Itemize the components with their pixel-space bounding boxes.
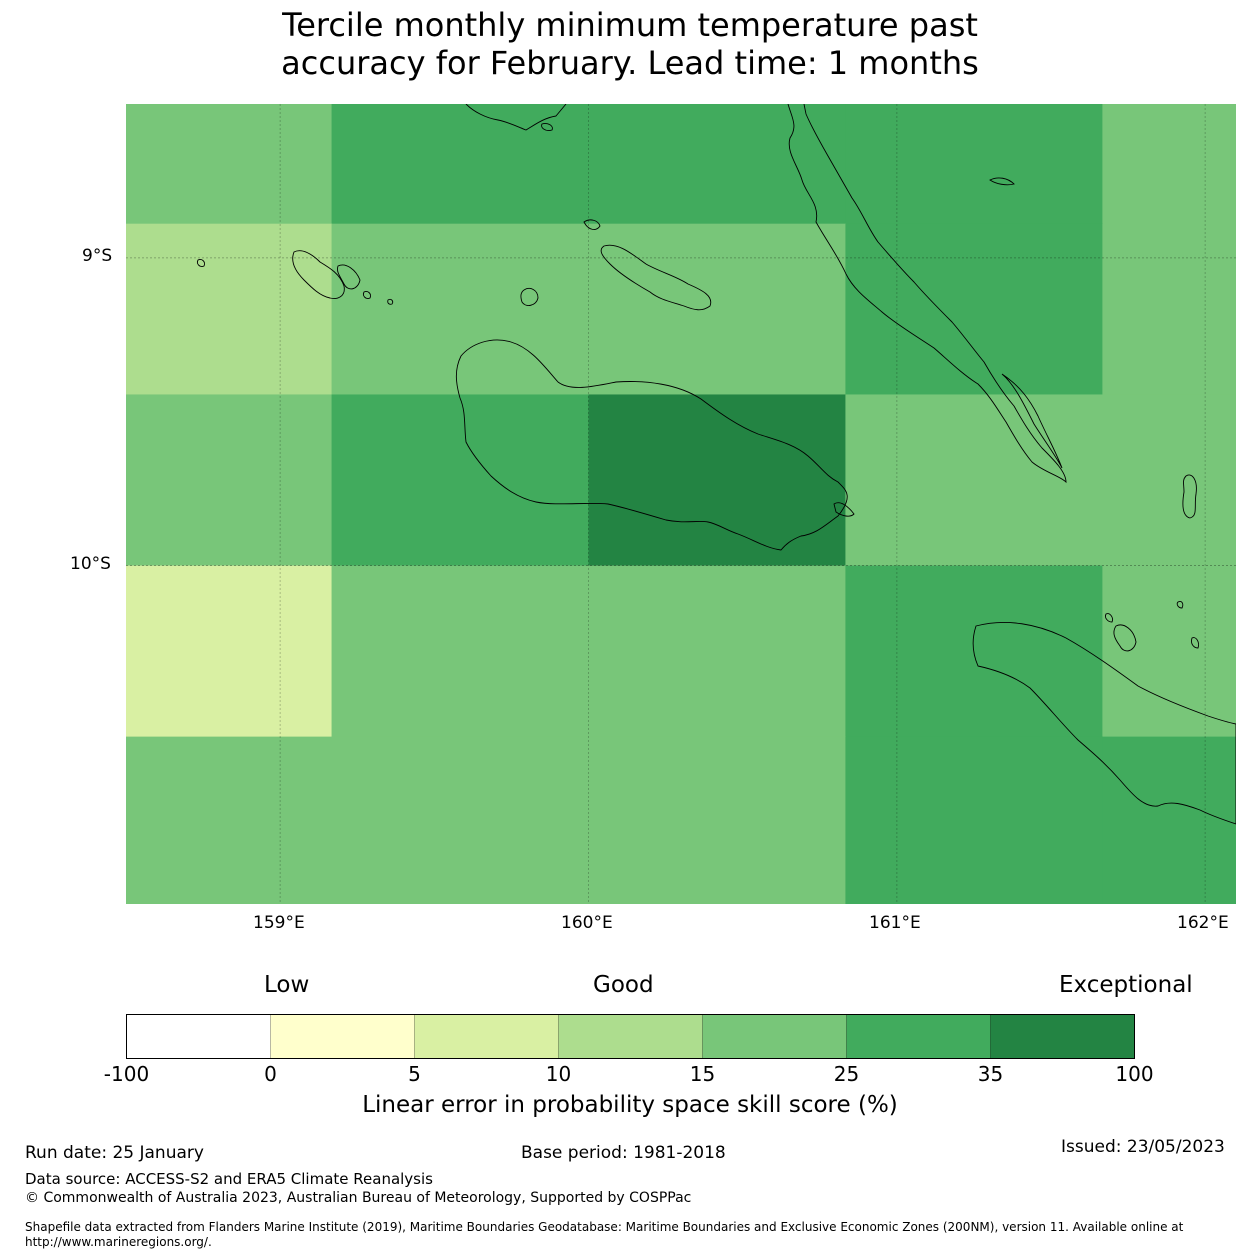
coastline-islet-f <box>1191 637 1199 649</box>
lat-tick-9s: 9°S <box>82 246 113 266</box>
coastline-islet-d <box>1176 601 1184 609</box>
skill-cell-r0-c3 <box>845 104 1103 225</box>
colorbar-tick-1: 0 <box>264 1062 277 1086</box>
skill-cell-r4-c0 <box>126 736 333 904</box>
lon-tick-159e: 159°E <box>253 913 305 933</box>
coastline-islet-g <box>833 502 855 517</box>
colorbar-low-label: Low <box>264 972 310 998</box>
skill-cell-r0-c2 <box>588 104 847 225</box>
skill-cell-r4-c3 <box>845 736 1103 904</box>
shapefile-credit-line-2: http://www.marineregions.org/. <box>25 1235 212 1249</box>
coastline-malaita-south <box>1001 373 1063 469</box>
coastlines <box>197 104 1236 825</box>
coastline-russell-east <box>337 264 361 290</box>
issued-date: Issued: 23/05/2023 <box>1061 1137 1225 1157</box>
graticule <box>126 104 1236 904</box>
skill-cell-r1-c4 <box>1102 223 1236 396</box>
skill-cell-r1-c2 <box>588 223 847 396</box>
colorbar-segment-0 <box>126 1014 271 1059</box>
colorbar-tick-4: 15 <box>689 1062 716 1086</box>
colorbar-segment-4 <box>702 1014 847 1059</box>
colorbar-tick-5: 25 <box>833 1062 860 1086</box>
title-line-2: accuracy for February. Lead time: 1 mont… <box>281 44 979 82</box>
colorbar-exceptional-label: Exceptional <box>1059 972 1193 998</box>
skill-cell-r4-c4 <box>1102 736 1236 904</box>
skill-cell-r3-c1 <box>331 565 590 738</box>
skill-cell-r2-c2 <box>588 394 847 567</box>
coastline-islet-c <box>387 298 394 305</box>
colorbar-tick-6: 35 <box>977 1062 1004 1086</box>
colorbar-tick-7: 100 <box>1115 1062 1154 1086</box>
coastline-ugi <box>1113 624 1137 652</box>
skill-cell-r0-c0 <box>126 104 333 225</box>
lat-tick-10s: 10°S <box>70 554 111 574</box>
copyright: © Commonwealth of Australia 2023, Austra… <box>25 1190 692 1206</box>
coastline-isabel-islet <box>541 123 553 131</box>
colorbar-segment-5 <box>846 1014 991 1059</box>
skill-cell-r3-c4 <box>1102 565 1236 738</box>
colorbar-frame <box>126 1014 1135 1059</box>
coastline-islet-a <box>197 259 205 267</box>
skill-cell-r0-c4 <box>1102 104 1236 225</box>
shapefile-credit-line-1: Shapefile data extracted from Flanders M… <box>25 1220 1184 1234</box>
lon-tick-162e: 162°E <box>1177 913 1229 933</box>
coastline-ulawa <box>1182 474 1197 519</box>
colorbar-tick-2: 5 <box>408 1062 421 1086</box>
run-date: Run date: 25 January <box>25 1143 204 1163</box>
skill-cell-r1-c0 <box>126 223 333 396</box>
coastline-russell <box>292 250 345 299</box>
skill-cell-r4-c2 <box>588 736 847 904</box>
coastline-savo <box>520 287 539 306</box>
coastline-islet-e <box>1105 613 1113 623</box>
coastline-nggela <box>600 244 712 311</box>
skill-cell-r0-c1 <box>331 104 590 225</box>
skill-cell-r3-c0 <box>126 565 333 738</box>
colorbar-good-label: Good <box>593 972 654 998</box>
skill-cell-r2-c1 <box>331 394 590 567</box>
coastline-isabel <box>465 104 567 131</box>
colorbar-tick-0: -100 <box>103 1062 150 1086</box>
colorbar-segment-3 <box>558 1014 703 1059</box>
data-source: Data source: ACCESS-S2 and ERA5 Climate … <box>25 1170 433 1188</box>
skill-cell-r2-c3 <box>845 394 1103 567</box>
lon-tick-161e: 161°E <box>869 913 921 933</box>
coastline-malaita <box>787 104 1067 484</box>
coastline-islet-b <box>363 291 371 299</box>
skill-cell-r3-c2 <box>588 565 847 738</box>
coastline-islet-h <box>989 177 1015 186</box>
colorbar-segment-6 <box>990 1014 1135 1059</box>
lon-tick-160e: 160°E <box>561 913 613 933</box>
shapefile-credit: Shapefile data extracted from Flanders M… <box>25 1220 1245 1250</box>
colorbar-axis-label: Linear error in probability space skill … <box>362 1092 898 1118</box>
colorbar <box>126 1014 1135 1059</box>
skill-cell-r2-c4 <box>1102 394 1236 567</box>
colorbar-segment-2 <box>414 1014 559 1059</box>
title-line-1: Tercile monthly minimum temperature past <box>282 6 978 44</box>
colorbar-segment-1 <box>270 1014 415 1059</box>
coastline-makira <box>972 621 1236 825</box>
colorbar-tick-3: 10 <box>545 1062 572 1086</box>
skill-map <box>126 104 1236 904</box>
coastline-nggela-north <box>583 219 601 230</box>
skill-cell-r2-c0 <box>126 394 333 567</box>
base-period: Base period: 1981-2018 <box>521 1143 726 1163</box>
skill-grid <box>126 104 1236 904</box>
chart-title: Tercile monthly minimum temperature past… <box>0 6 1260 82</box>
coastline-guadalcanal <box>455 339 848 551</box>
skill-cell-r1-c1 <box>331 223 590 396</box>
skill-cell-r4-c1 <box>331 736 590 904</box>
skill-cell-r3-c3 <box>845 565 1103 738</box>
skill-cell-r1-c3 <box>845 223 1103 396</box>
